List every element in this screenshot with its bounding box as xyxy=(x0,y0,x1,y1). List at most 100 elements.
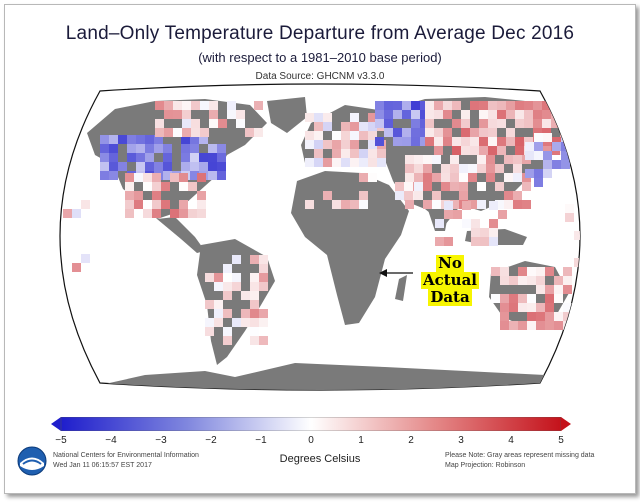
anomaly-cell xyxy=(495,182,504,191)
anomaly-cell xyxy=(181,162,190,171)
anomaly-cell xyxy=(515,146,524,155)
anomaly-cell xyxy=(420,137,429,146)
anomaly-cell xyxy=(214,318,223,327)
anomaly-cell xyxy=(515,137,524,146)
anomaly-cell xyxy=(368,158,377,167)
anomaly-cell xyxy=(452,146,461,155)
anomaly-cell xyxy=(534,151,543,160)
anomaly-cell xyxy=(191,101,200,110)
anomaly-cell xyxy=(459,164,468,173)
credit-org: National Centers for Environmental Infor… xyxy=(53,452,199,459)
anomaly-cell xyxy=(411,110,420,119)
anomaly-cell xyxy=(223,282,232,291)
anomaly-cell xyxy=(443,101,452,110)
anomaly-cell xyxy=(522,200,531,209)
anomaly-cell xyxy=(164,128,173,137)
anomaly-cell xyxy=(536,312,545,321)
anomaly-cell xyxy=(402,137,411,146)
colorbar-body xyxy=(60,417,562,431)
tick-minus3: −3 xyxy=(155,435,167,446)
anomaly-cell xyxy=(173,110,182,119)
anomaly-cell xyxy=(209,101,218,110)
anomaly-cell xyxy=(434,101,443,110)
anomaly-cell xyxy=(152,182,161,191)
anomaly-cell xyxy=(250,318,259,327)
colorbar-right-cap xyxy=(561,417,571,431)
anomaly-cell xyxy=(435,237,444,246)
tick-zero: 0 xyxy=(308,435,314,446)
anomaly-cell xyxy=(518,321,527,330)
anomaly-cell xyxy=(601,231,610,240)
anomaly-cell xyxy=(405,164,414,173)
anomaly-cell xyxy=(461,128,470,137)
anomaly-cell xyxy=(182,119,191,128)
anomaly-cell xyxy=(432,200,441,209)
anomaly-cell xyxy=(477,200,486,209)
anomaly-cell xyxy=(100,153,109,162)
anomaly-cell xyxy=(527,312,536,321)
anomaly-cell xyxy=(163,153,172,162)
anomaly-cell xyxy=(536,321,545,330)
anomaly-cell xyxy=(377,149,386,158)
anomaly-cell xyxy=(563,312,572,321)
anomaly-cell xyxy=(314,140,323,149)
anomaly-cell xyxy=(545,267,554,276)
anomaly-cell xyxy=(554,312,563,321)
anomaly-cell xyxy=(341,122,350,131)
anomaly-cell xyxy=(491,294,500,303)
anomaly-cell xyxy=(452,101,461,110)
anomaly-cell xyxy=(545,303,554,312)
anomaly-cell xyxy=(522,182,531,191)
data-source: Data Source: GHCNM v3.3.0 xyxy=(255,71,385,82)
anomaly-cell xyxy=(504,191,513,200)
anomaly-cell xyxy=(314,113,323,122)
anomaly-cell xyxy=(197,173,206,182)
anomaly-cell xyxy=(250,291,259,300)
anomaly-cell xyxy=(498,210,507,219)
anomaly-cell xyxy=(441,164,450,173)
anomaly-cell xyxy=(525,142,534,151)
anomaly-cell xyxy=(545,321,554,330)
anomaly-cell xyxy=(136,153,145,162)
anomaly-cell xyxy=(574,258,580,267)
callout-line-2: Actual xyxy=(420,271,480,289)
anomaly-cell xyxy=(579,348,580,357)
anomaly-cell xyxy=(453,210,462,219)
anomaly-cell xyxy=(181,153,190,162)
anomaly-cell xyxy=(554,321,563,330)
anomaly-cell xyxy=(145,144,154,153)
anomaly-cell xyxy=(420,128,429,137)
anomaly-cell xyxy=(134,200,143,209)
anomaly-cell xyxy=(443,137,452,146)
anomaly-cell xyxy=(154,135,163,144)
anomaly-cell xyxy=(542,110,551,119)
anomaly-cell xyxy=(359,200,368,209)
anomaly-cell xyxy=(479,101,488,110)
anomaly-cell xyxy=(205,318,214,327)
tick-minus2: −2 xyxy=(205,435,217,446)
anomaly-cell xyxy=(190,153,199,162)
anomaly-cell xyxy=(425,110,434,119)
anomaly-cell xyxy=(468,164,477,173)
anomaly-cell xyxy=(402,101,411,110)
anomaly-cell xyxy=(368,140,377,149)
anomaly-cell xyxy=(314,131,323,140)
anomaly-cell xyxy=(305,158,314,167)
anomaly-cell xyxy=(551,137,560,146)
anomaly-cell xyxy=(395,182,404,191)
anomaly-cell xyxy=(45,200,54,209)
anomaly-cell xyxy=(173,128,182,137)
anomaly-cell xyxy=(125,209,134,218)
anomaly-cell xyxy=(143,182,152,191)
anomaly-cell xyxy=(420,119,429,128)
anomaly-cell xyxy=(250,255,259,264)
anomaly-cell xyxy=(560,119,569,128)
anomaly-cell xyxy=(250,336,259,345)
anomaly-cell xyxy=(208,171,217,180)
anomaly-cell xyxy=(109,135,118,144)
anomaly-cell xyxy=(533,128,542,137)
callout-line-3: Data xyxy=(428,288,472,306)
anomaly-cell xyxy=(513,164,522,173)
anomaly-cell xyxy=(305,131,314,140)
anomaly-cell xyxy=(479,110,488,119)
